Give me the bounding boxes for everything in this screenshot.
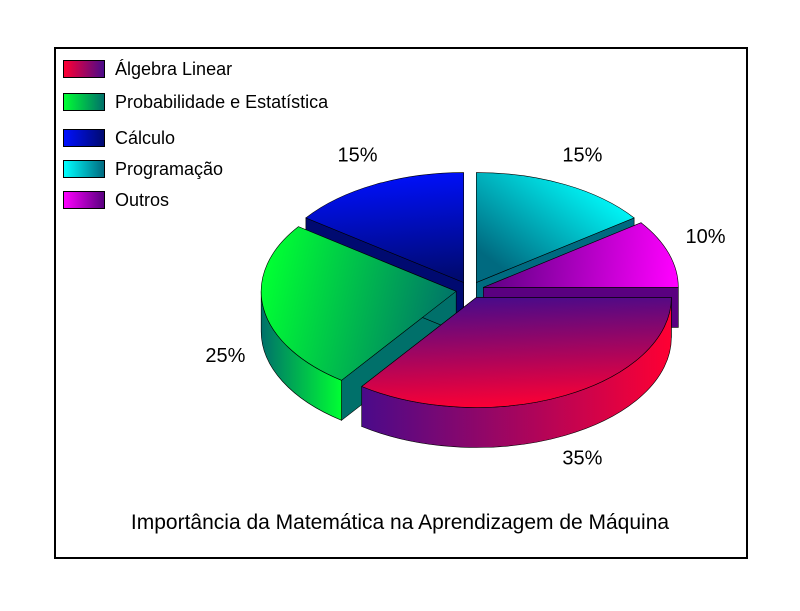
- legend-swatch: [63, 191, 105, 209]
- slice-label-2: 15%: [338, 145, 378, 167]
- slice-label-1: 25%: [205, 345, 245, 367]
- legend-label: Programação: [115, 159, 224, 179]
- slice-top: [483, 222, 679, 288]
- legend-swatch: [63, 93, 105, 111]
- legend-label: Probabilidade e Estatística: [115, 92, 329, 112]
- legend-label: Álgebra Linear: [115, 59, 233, 79]
- legend-swatch: [63, 60, 105, 78]
- slice-top: [305, 172, 464, 283]
- slice-top: [260, 226, 457, 381]
- legend-swatch: [63, 129, 105, 147]
- slice-label-0: 35%: [562, 447, 602, 469]
- pie-slice-0: [361, 296, 672, 448]
- slice-top: [361, 297, 672, 408]
- legend-label: Outros: [115, 190, 170, 210]
- slice-label-3: 15%: [562, 145, 602, 167]
- slice-top: [476, 172, 635, 283]
- slice-label-4: 10%: [686, 226, 726, 248]
- chart-title: Importância da Matemática na Aprendizage…: [130, 511, 670, 534]
- legend-label: Cálculo: [115, 128, 176, 148]
- legend-swatch: [63, 160, 105, 178]
